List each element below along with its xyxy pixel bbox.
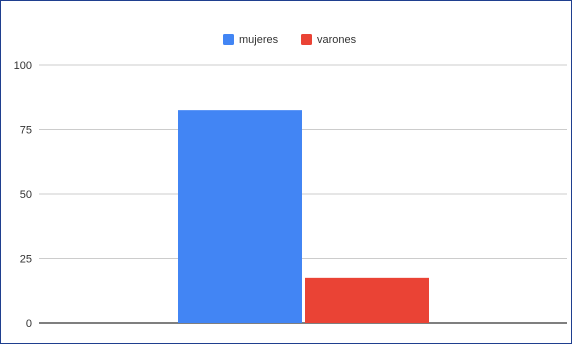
legend: mujeres varones	[223, 34, 357, 46]
y-tick-label: 100	[14, 60, 32, 72]
bars	[178, 110, 429, 324]
legend-label-mujeres: mujeres	[239, 34, 279, 46]
y-tick-label: 50	[20, 189, 32, 201]
bar-mujeres	[178, 110, 302, 324]
y-axis-ticks: 0 25 50 75 100	[14, 60, 32, 330]
legend-swatch-mujeres	[223, 34, 234, 45]
y-tick-label: 0	[26, 318, 32, 330]
grid-lines	[39, 64, 567, 324]
legend-label-varones: varones	[317, 34, 357, 46]
y-tick-label: 75	[20, 125, 32, 137]
y-tick-label: 25	[20, 254, 32, 266]
legend-swatch-varones	[301, 34, 312, 45]
bar-varones	[305, 277, 429, 323]
